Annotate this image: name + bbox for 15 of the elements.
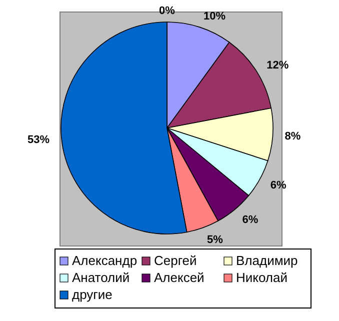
data-label: 8% — [284, 130, 301, 142]
legend-label: другие — [72, 287, 112, 302]
data-label: 6% — [270, 180, 287, 192]
legend-label: Николай — [236, 270, 288, 285]
legend-label: Сергей — [154, 253, 197, 268]
text: 0% — [159, 4, 175, 17]
legend-label: Александр — [72, 253, 138, 268]
data-label: 10% — [203, 10, 226, 23]
legend-label: Владимир — [236, 253, 298, 268]
data-label: 53% — [27, 134, 50, 146]
data-label: 5% — [206, 234, 224, 246]
legend-label: Алексей — [154, 270, 204, 285]
data-label: 12% — [266, 60, 289, 72]
data-label: 6% — [242, 214, 258, 226]
legend-label: Анатолий — [72, 270, 130, 285]
